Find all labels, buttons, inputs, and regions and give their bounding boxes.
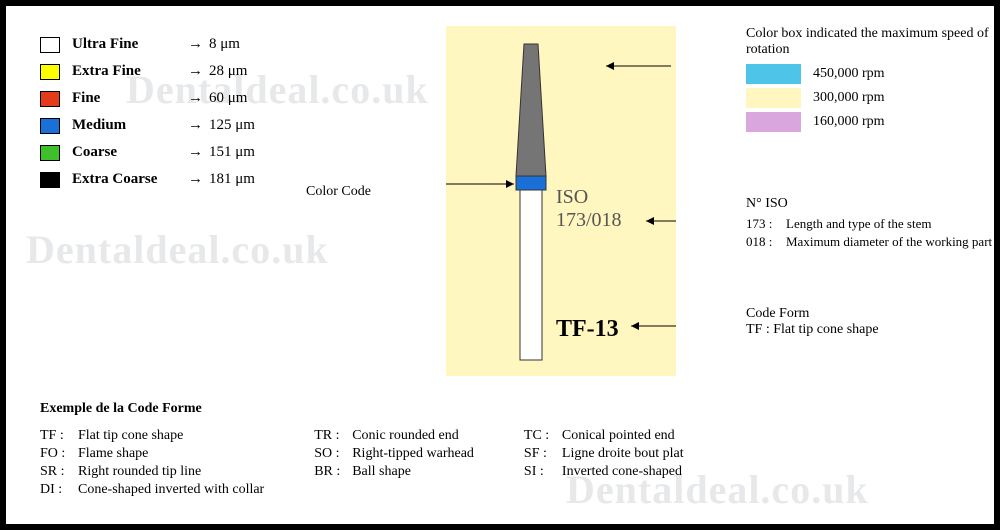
speed-label: 160,000 rpm xyxy=(813,114,885,130)
codeform-title: Code Form xyxy=(746,306,996,322)
examples-title: Exemple de la Code Forme xyxy=(40,401,974,417)
iso-text: ISO xyxy=(556,186,622,209)
example-desc: Conic rounded end xyxy=(352,428,459,444)
example-desc: Flat tip cone shape xyxy=(78,428,183,444)
arrow-icon: → xyxy=(188,36,203,53)
codeform-line: TF : Flat tip cone shape xyxy=(746,322,996,338)
example-row: SF : Ligne droite bout plat xyxy=(524,446,684,462)
example-row: FO : Flame shape xyxy=(40,446,264,462)
speed-legend: Color box indicated the maximum speed of… xyxy=(746,26,996,136)
niso-row: 173 : Length and type of the stem xyxy=(746,216,996,232)
grit-row: Ultra Fine → 8 μm xyxy=(40,36,255,53)
grit-value: 125 μm xyxy=(209,117,255,134)
diagram-canvas: Dentaldeal.co.uk Dentaldeal.co.uk Dental… xyxy=(6,6,994,524)
example-row: DI : Cone-shaped inverted with collar xyxy=(40,482,264,498)
speed-row: 160,000 rpm xyxy=(746,112,996,132)
speed-swatch xyxy=(746,88,801,108)
grit-swatch xyxy=(40,37,60,53)
speed-swatch xyxy=(746,112,801,132)
example-row: TR : Conic rounded end xyxy=(314,428,474,444)
niso-title: N° ISO xyxy=(746,196,996,212)
grit-value: 151 μm xyxy=(209,144,255,161)
code-text: TF-13 xyxy=(556,316,619,343)
example-column: TC : Conical pointed endSF : Ligne droit… xyxy=(524,427,684,499)
example-row: SO : Right-tipped warhead xyxy=(314,446,474,462)
example-code: TR : xyxy=(314,428,352,444)
grit-swatch xyxy=(40,64,60,80)
grit-swatch xyxy=(40,145,60,161)
niso-row: 018 : Maximum diameter of the working pa… xyxy=(746,234,996,250)
speed-label: 300,000 rpm xyxy=(813,90,885,106)
bur-diagram: ISO 173/018 TF-13 xyxy=(446,26,676,376)
example-code: TF : xyxy=(40,428,78,444)
example-row: TC : Conical pointed end xyxy=(524,428,684,444)
speed-row: 300,000 rpm xyxy=(746,88,996,108)
niso-key: 173 : xyxy=(746,216,786,232)
color-code-label: Color Code xyxy=(306,184,371,200)
grit-swatch xyxy=(40,91,60,107)
speed-title: Color box indicated the maximum speed of… xyxy=(746,26,996,58)
code-examples: Exemple de la Code Forme TF : Flat tip c… xyxy=(40,401,974,499)
grit-value: 181 μm xyxy=(209,171,255,188)
speed-swatch xyxy=(746,64,801,84)
grit-name: Coarse xyxy=(72,144,182,161)
speed-row: 450,000 rpm xyxy=(746,64,996,84)
grit-name: Extra Fine xyxy=(72,63,182,80)
grit-name: Medium xyxy=(72,117,182,134)
example-row: SR : Right rounded tip line xyxy=(40,464,264,480)
watermark: Dentaldeal.co.uk xyxy=(26,226,329,273)
grit-row: Extra Coarse → 181 μm xyxy=(40,171,255,188)
example-code: SR : xyxy=(40,464,78,480)
example-desc: Inverted cone-shaped xyxy=(562,464,682,480)
arrow-icon: → xyxy=(188,90,203,107)
grit-row: Fine → 60 μm xyxy=(40,90,255,107)
grit-value: 60 μm xyxy=(209,90,247,107)
grit-value: 28 μm xyxy=(209,63,247,80)
niso-desc: Length and type of the stem xyxy=(786,216,996,232)
example-code: SO : xyxy=(314,446,352,462)
grit-row: Coarse → 151 μm xyxy=(40,144,255,161)
iso-label: ISO 173/018 xyxy=(556,186,622,232)
grit-name: Ultra Fine xyxy=(72,36,182,53)
example-code: SF : xyxy=(524,446,562,462)
example-code: SI : xyxy=(524,464,562,480)
grit-name: Extra Coarse xyxy=(72,171,182,188)
example-desc: Cone-shaped inverted with collar xyxy=(78,482,264,498)
niso-desc: Maximum diameter of the working part xyxy=(786,234,996,250)
example-column: TF : Flat tip cone shapeFO : Flame shape… xyxy=(40,427,264,499)
example-code: BR : xyxy=(314,464,352,480)
example-row: TF : Flat tip cone shape xyxy=(40,428,264,444)
arrow-icon: → xyxy=(188,117,203,134)
example-desc: Right rounded tip line xyxy=(78,464,201,480)
niso-key: 018 : xyxy=(746,234,786,250)
codeform-block: Code Form TF : Flat tip cone shape xyxy=(746,306,996,338)
grit-legend: Ultra Fine → 8 μm Extra Fine → 28 μm Fin… xyxy=(40,36,255,198)
arrow-icon: → xyxy=(188,144,203,161)
example-desc: Ligne droite bout plat xyxy=(562,446,684,462)
example-desc: Flame shape xyxy=(78,446,148,462)
example-code: TC : xyxy=(524,428,562,444)
example-desc: Ball shape xyxy=(352,464,411,480)
arrow-icon: → xyxy=(188,171,203,188)
example-code: FO : xyxy=(40,446,78,462)
grit-value: 8 μm xyxy=(209,36,240,53)
example-desc: Conical pointed end xyxy=(562,428,675,444)
grit-name: Fine xyxy=(72,90,182,107)
example-desc: Right-tipped warhead xyxy=(352,446,474,462)
example-row: BR : Ball shape xyxy=(314,464,474,480)
example-column: TR : Conic rounded endSO : Right-tipped … xyxy=(314,427,474,499)
grit-row: Extra Fine → 28 μm xyxy=(40,63,255,80)
grit-row: Medium → 125 μm xyxy=(40,117,255,134)
example-row: SI : Inverted cone-shaped xyxy=(524,464,684,480)
arrow-icon: → xyxy=(188,63,203,80)
example-code: DI : xyxy=(40,482,78,498)
niso-block: N° ISO 173 : Length and type of the stem… xyxy=(746,196,996,252)
grit-swatch xyxy=(40,118,60,134)
grit-swatch xyxy=(40,172,60,188)
speed-label: 450,000 rpm xyxy=(813,66,885,82)
iso-value: 173/018 xyxy=(556,209,622,232)
